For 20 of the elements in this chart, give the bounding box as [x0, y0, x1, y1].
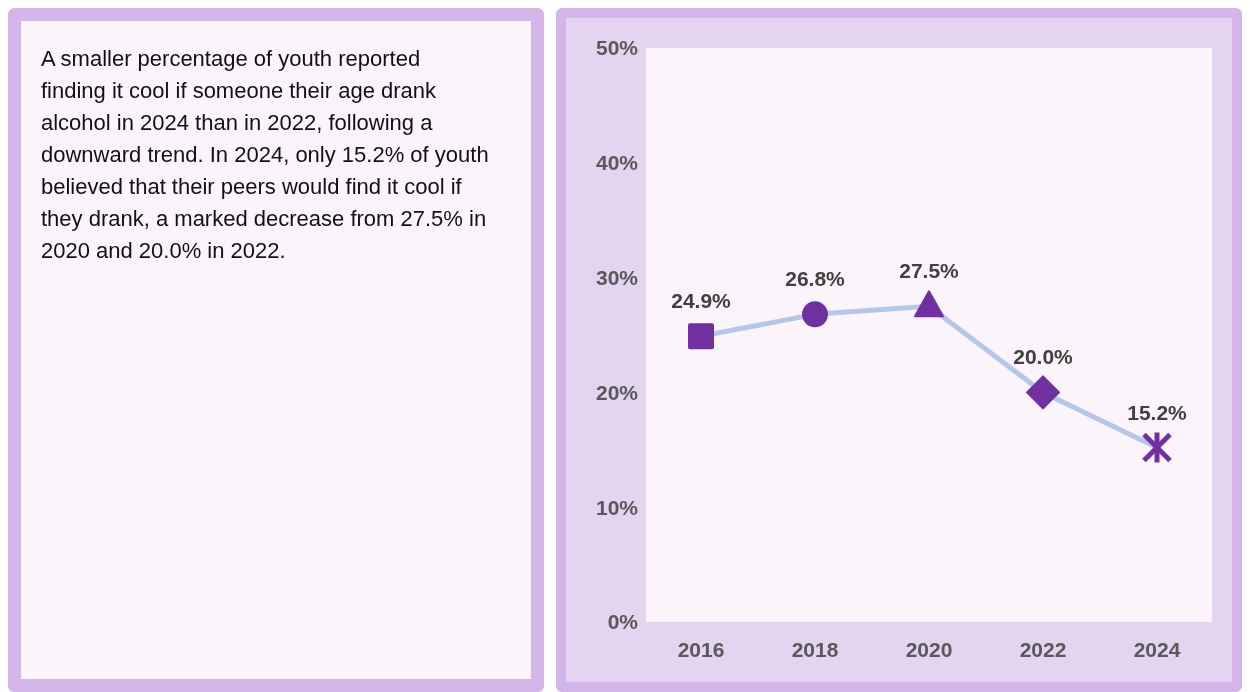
x-tick-label: 2024 [1133, 637, 1181, 661]
y-tick-label: 50% [595, 36, 639, 60]
text: A smaller percentage of youth reported finding it cool if someone their age drank alcohol in 2024 than in 2022, following a downward trend. In 2024, only 15.2% of youth believed that their peers would find it cool if they drank, a marked decrease from 27.5% in 2020 and 20.0% in 2022. [41, 45, 490, 265]
data-label: 24.9% [671, 289, 732, 313]
y-tick-label: 0% [607, 610, 639, 634]
point [1026, 375, 1060, 410]
data-label: 20.0% [1013, 345, 1074, 369]
point [688, 323, 714, 350]
y-tick-label: 30% [595, 266, 639, 290]
data-label: 15.2% [1127, 400, 1188, 424]
y-tick-label: 10% [595, 495, 639, 519]
x-tick-label: 2020 [905, 637, 953, 661]
x-tick-label: 2022 [1019, 637, 1067, 661]
data-label: 26.8% [785, 267, 846, 291]
x-tick-label: 2016 [677, 637, 725, 661]
point [802, 301, 828, 328]
y-tick-label: 40% [595, 151, 639, 175]
data-label: 27.5% [899, 259, 960, 283]
x-tick-label: 2018 [791, 637, 839, 661]
y-tick-label: 20% [595, 380, 639, 404]
